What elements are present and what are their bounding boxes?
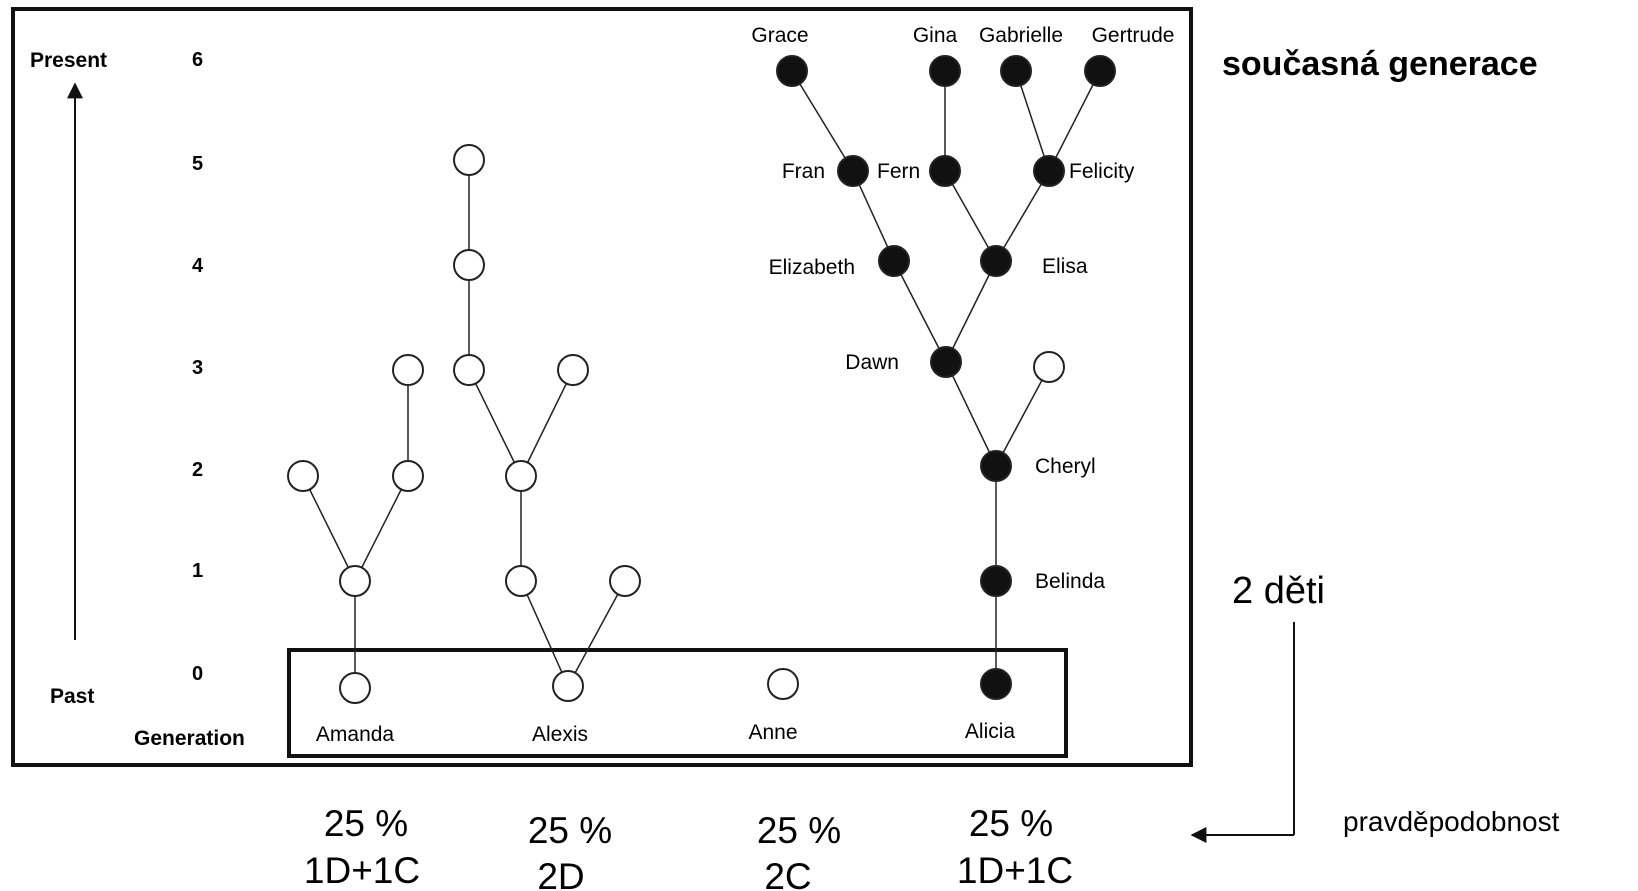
node-open xyxy=(392,460,424,492)
node-grace xyxy=(776,55,808,87)
founder-labels: Amanda Alexis Anne Alicia xyxy=(316,720,1016,746)
nodes xyxy=(287,55,1116,704)
descendant-name: Elizabeth xyxy=(769,256,855,279)
node-gabrielle xyxy=(1000,55,1032,87)
node-open xyxy=(557,354,589,386)
generation-levels: 0 1 2 3 4 5 6 xyxy=(192,49,204,685)
node-felicity xyxy=(1033,155,1065,187)
outer-frame xyxy=(11,7,1193,767)
node-open xyxy=(453,354,485,386)
node-dawn xyxy=(930,346,962,378)
node-amanda xyxy=(339,672,371,704)
node-belinda xyxy=(980,565,1012,597)
founders-box xyxy=(287,648,1068,758)
founder-name: Anne xyxy=(748,721,797,744)
probability-label: pravděpodobnost xyxy=(1343,806,1560,837)
node-cheryl xyxy=(980,450,1012,482)
node-open xyxy=(453,144,485,176)
two-children-label: 2 děti xyxy=(1232,570,1325,612)
descendant-name: Gina xyxy=(913,24,958,47)
node-alicia xyxy=(980,668,1012,700)
descendant-name: Fran xyxy=(782,160,825,183)
node-fran xyxy=(837,155,869,187)
descendant-name: Gertrude xyxy=(1092,24,1175,47)
descendant-labels: Belinda Cheryl Dawn Elizabeth Elisa Fran… xyxy=(751,24,1174,593)
generation-level: 5 xyxy=(192,153,203,175)
generation-level: 1 xyxy=(192,560,203,582)
past-label: Past xyxy=(50,685,94,708)
descendant-name: Fern xyxy=(877,160,920,183)
descendant-name: Elisa xyxy=(1042,255,1088,278)
generation-level: 3 xyxy=(192,357,203,379)
generation-level: 4 xyxy=(192,255,204,277)
outcome-combo: 2C xyxy=(764,856,811,891)
node-anne xyxy=(767,668,799,700)
founder-name: Alicia xyxy=(965,720,1016,743)
founder-name: Alexis xyxy=(532,723,588,746)
outcome-percent: 25 % xyxy=(757,810,841,851)
node-open xyxy=(505,565,537,597)
outcome-combo: 1D+1C xyxy=(957,850,1073,891)
founder-name: Amanda xyxy=(316,723,395,746)
outcome-percent: 25 % xyxy=(528,810,612,851)
node-alexis xyxy=(552,670,584,702)
descendant-name: Cheryl xyxy=(1035,455,1096,478)
node-gertrude xyxy=(1084,55,1116,87)
descendant-name: Dawn xyxy=(845,351,899,374)
node-elizabeth xyxy=(878,245,910,277)
outcome-percent: 25 % xyxy=(969,803,1053,844)
node-fern xyxy=(929,155,961,187)
node-open xyxy=(339,565,371,597)
node-open xyxy=(453,249,485,281)
generation-level: 6 xyxy=(192,49,203,71)
node-open xyxy=(1033,351,1065,383)
node-elisa xyxy=(980,245,1012,277)
node-open xyxy=(392,354,424,386)
outcome-percent: 25 % xyxy=(324,803,408,844)
lineage-lines xyxy=(302,70,1101,688)
outcome-combo: 2D xyxy=(537,856,584,891)
outcome-combo: 1D+1C xyxy=(304,850,420,891)
node-open xyxy=(287,460,319,492)
generation-level: 0 xyxy=(192,663,203,685)
outcomes: 25 % 1D+1C 25 % 2D 25 % 2C 25 % 1D+1C xyxy=(304,803,1073,891)
node-open xyxy=(609,565,641,597)
node-gina xyxy=(929,55,961,87)
descendant-name: Belinda xyxy=(1035,570,1105,593)
descendant-name: Grace xyxy=(751,24,808,47)
generation-label: Generation xyxy=(134,727,245,750)
descendant-name: Gabrielle xyxy=(979,24,1063,47)
present-label: Present xyxy=(30,49,107,72)
generation-level: 2 xyxy=(192,459,203,481)
descendant-name: Felicity xyxy=(1069,160,1135,183)
current-generation-label: současná generace xyxy=(1222,45,1538,83)
node-open xyxy=(505,460,537,492)
